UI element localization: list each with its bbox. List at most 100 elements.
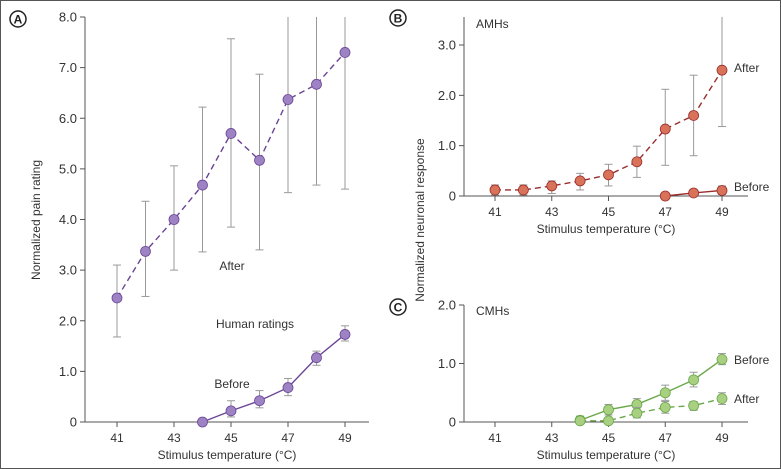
x-tick-label: 49: [715, 431, 729, 445]
series-label: After: [734, 392, 759, 406]
series-label: Before: [214, 377, 250, 391]
y-tick-label: 1.0: [59, 364, 77, 379]
data-point: [311, 78, 322, 90]
panel-annotation: CMHs: [476, 304, 509, 318]
data-point: [631, 156, 643, 168]
series-after: After: [574, 392, 759, 427]
x-axis-label: Stimulus temperature (°C): [537, 222, 676, 236]
series-after: After: [111, 17, 351, 338]
y-tick-label: 7.0: [59, 60, 77, 75]
y-tick-label: 1.0: [438, 138, 456, 153]
series-before: Before: [197, 325, 351, 428]
data-point: [489, 184, 501, 196]
x-tick-label: 45: [224, 431, 238, 445]
data-point: [574, 175, 586, 187]
x-tick-label: 43: [545, 431, 559, 445]
data-point: [688, 400, 700, 412]
panel-a: 0 1.0 2.0 3.0 4.0 5.0 6.0 7.0 8.0 41 43 45 47 49 Stimu…: [9, 10, 369, 462]
data-point: [546, 180, 558, 192]
panel-b: 0 1.0 2.0 3.0 41 43 45 47 49 Stimulus temperature…: [389, 9, 770, 302]
data-point: [140, 245, 151, 257]
data-point: [254, 395, 265, 407]
data-point: [254, 154, 265, 166]
series-before: Before: [659, 180, 770, 202]
data-point: [716, 354, 728, 365]
data-point: [716, 185, 728, 196]
data-point: [111, 292, 123, 304]
x-tick-label: 45: [602, 431, 616, 445]
x-tick-label: 49: [715, 205, 729, 219]
data-point: [659, 387, 671, 399]
panel-annotation: AMHs: [476, 17, 509, 31]
data-point: [168, 214, 180, 225]
y-tick-label: 0: [449, 415, 456, 430]
y-tick-label: 4.0: [59, 212, 77, 227]
data-point: [574, 415, 586, 427]
data-point: [688, 187, 700, 199]
x-tick-label: 41: [110, 431, 124, 445]
y-tick-label: 2.0: [59, 313, 77, 328]
x-tick-label: 47: [659, 431, 673, 445]
x-tick-label: 43: [545, 205, 559, 219]
panel-label-badge: [389, 298, 407, 316]
panel-label-badge: [9, 10, 27, 28]
data-point: [688, 374, 700, 386]
y-tick-label: 2.0: [438, 298, 456, 313]
data-point: [197, 416, 208, 428]
y-tick-label: 8.0: [59, 10, 77, 25]
panel-label: C: [394, 301, 403, 315]
series-label: After: [219, 259, 244, 273]
data-point: [659, 401, 671, 413]
y-tick-label: 6.0: [59, 111, 77, 126]
data-point: [517, 184, 529, 196]
x-tick-label: 49: [338, 431, 352, 445]
data-point: [282, 94, 294, 105]
x-axis-label: Stimulus temperature (°C): [537, 448, 676, 462]
data-point: [339, 329, 351, 340]
series-before: Before: [574, 353, 770, 426]
data-point: [282, 382, 294, 393]
x-tick-label: 41: [488, 431, 502, 445]
series-after: After: [489, 16, 759, 196]
y-axis-label: Normalized pain rating: [29, 160, 43, 280]
data-point: [197, 179, 208, 191]
series-line: [580, 397, 723, 422]
data-point: [659, 190, 671, 202]
series-label: Before: [734, 180, 770, 194]
x-tick-label: 43: [167, 431, 181, 445]
x-tick-label: 47: [659, 205, 673, 219]
y-tick-label: 5.0: [59, 161, 77, 176]
data-point: [339, 47, 351, 58]
data-point: [311, 352, 322, 364]
data-point: [225, 128, 237, 139]
y-tick-label: 3.0: [59, 263, 77, 278]
series-line: [579, 358, 723, 421]
y-tick-label: 0: [70, 415, 77, 430]
y-tick-label: 2.0: [438, 88, 456, 103]
data-point: [631, 407, 643, 419]
data-point: [716, 393, 728, 405]
y-tick-label: 3.0: [438, 38, 456, 53]
y-axis-label: Normalized neuronal response: [413, 138, 427, 302]
panel-annotation: Human ratings: [216, 317, 294, 331]
data-point: [225, 405, 237, 417]
x-tick-label: 47: [281, 431, 295, 445]
data-point: [603, 169, 614, 181]
data-point: [603, 404, 614, 416]
data-point: [659, 123, 671, 135]
x-tick-label: 45: [602, 205, 616, 219]
series-label: Before: [734, 353, 770, 367]
panel-label-badge: [389, 9, 407, 27]
panel-c: 0 1.0 2.0 41 43 45 47 49 Stimulus temperature (°…: [389, 298, 770, 462]
series-label: After: [734, 61, 759, 75]
x-tick-label: 41: [488, 205, 502, 219]
data-point: [716, 64, 728, 76]
panel-label: B: [394, 12, 403, 26]
x-axis-label: Stimulus temperature (°C): [158, 448, 297, 462]
y-tick-label: 1.0: [438, 356, 456, 371]
y-tick-label: 0: [449, 189, 456, 204]
data-point: [688, 110, 700, 121]
data-point: [603, 415, 614, 427]
panel-label: A: [14, 13, 23, 27]
